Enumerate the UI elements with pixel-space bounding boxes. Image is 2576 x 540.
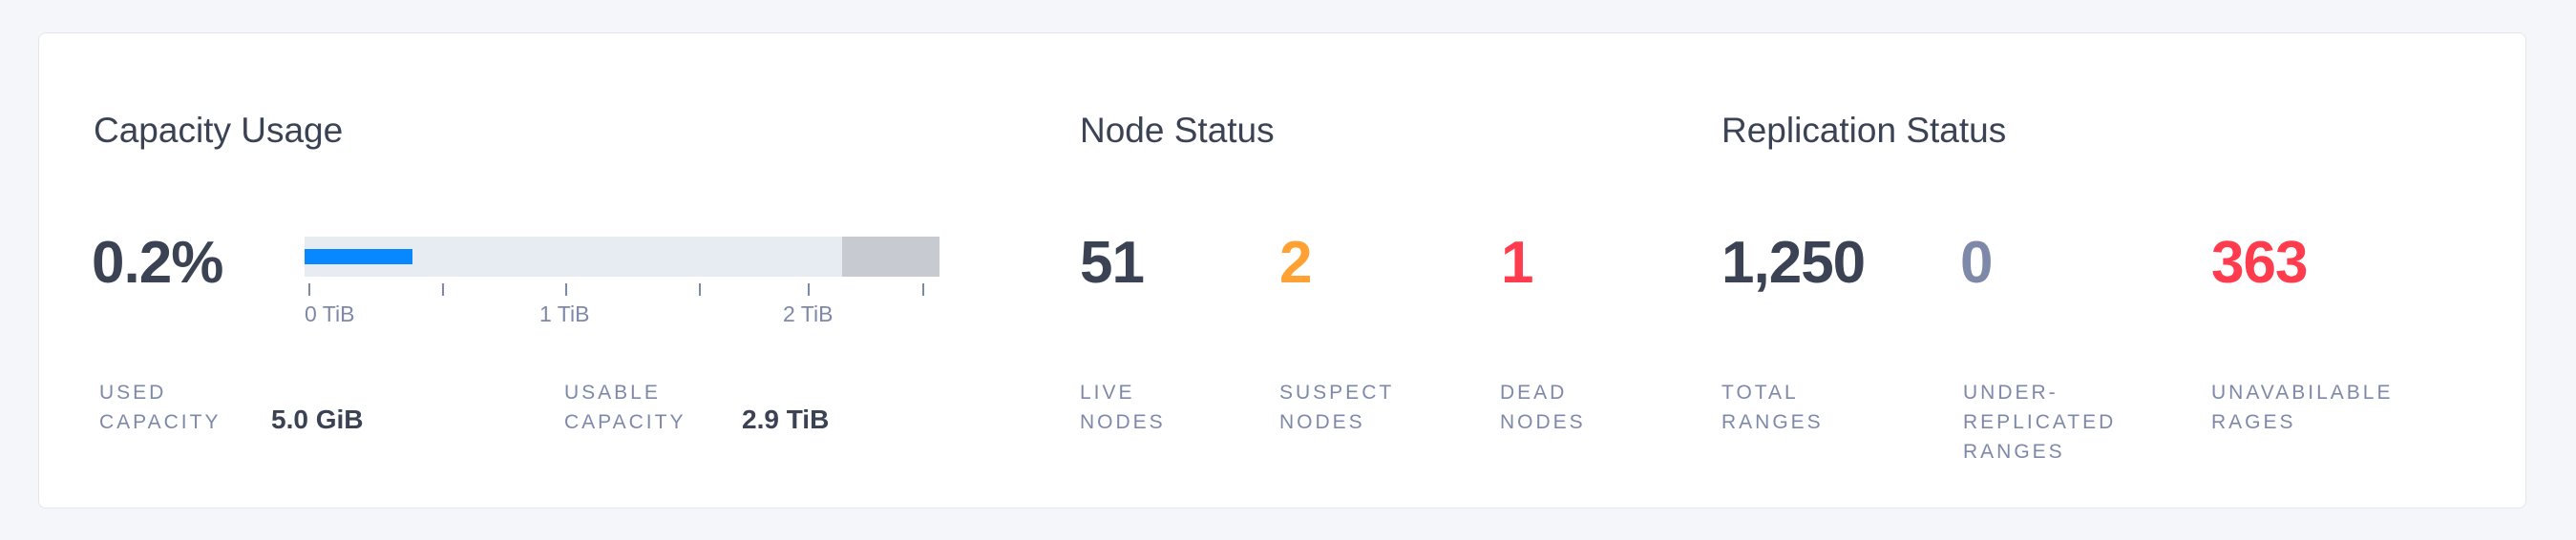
- under-replicated-label: UNDER- REPLICATED RANGES: [1963, 382, 2117, 463]
- unavailable-ranges-label: UNAVABILABLE RAGES: [2211, 382, 2394, 433]
- axis-tick: [308, 283, 310, 296]
- replication-status-title: Replication Status: [1721, 111, 2007, 150]
- axis-tick: [922, 283, 924, 296]
- axis-tick: [442, 283, 444, 296]
- axis-tick: [565, 283, 567, 296]
- axis-tick: [699, 283, 701, 296]
- unavailable-ranges-count: 363: [2211, 230, 2308, 296]
- suspect-nodes-label: SUSPECT NODES: [1279, 382, 1395, 433]
- tick-label: 0 TiB: [305, 301, 355, 326]
- capacity-used-fill: [305, 249, 413, 264]
- under-replicated-count: 0: [1960, 230, 1993, 296]
- live-nodes-count: 51: [1080, 230, 1145, 296]
- suspect-nodes-count: 2: [1279, 230, 1312, 296]
- used-capacity-label: USED CAPACITY: [99, 382, 222, 433]
- usable-capacity-value: 2.9 TiB: [742, 405, 830, 434]
- capacity-unusable-segment: [842, 237, 940, 277]
- capacity-bar: [305, 237, 940, 277]
- dead-nodes-label: DEAD NODES: [1500, 382, 1586, 433]
- usable-capacity-label: USABLE CAPACITY: [564, 382, 686, 433]
- total-ranges-count: 1,250: [1721, 230, 1866, 296]
- axis-tick: [808, 283, 810, 296]
- dead-nodes-count: 1: [1501, 230, 1533, 296]
- capacity-usage-title: Capacity Usage: [94, 111, 344, 150]
- node-status-title: Node Status: [1080, 111, 1275, 150]
- tick-label: 2 TiB: [783, 301, 834, 326]
- used-capacity-value: 5.0 GiB: [271, 405, 364, 434]
- live-nodes-label: LIVE NODES: [1080, 382, 1166, 433]
- tick-label: 1 TiB: [539, 301, 590, 326]
- total-ranges-label: TOTAL RANGES: [1721, 382, 1824, 433]
- capacity-percent: 0.2%: [92, 230, 223, 296]
